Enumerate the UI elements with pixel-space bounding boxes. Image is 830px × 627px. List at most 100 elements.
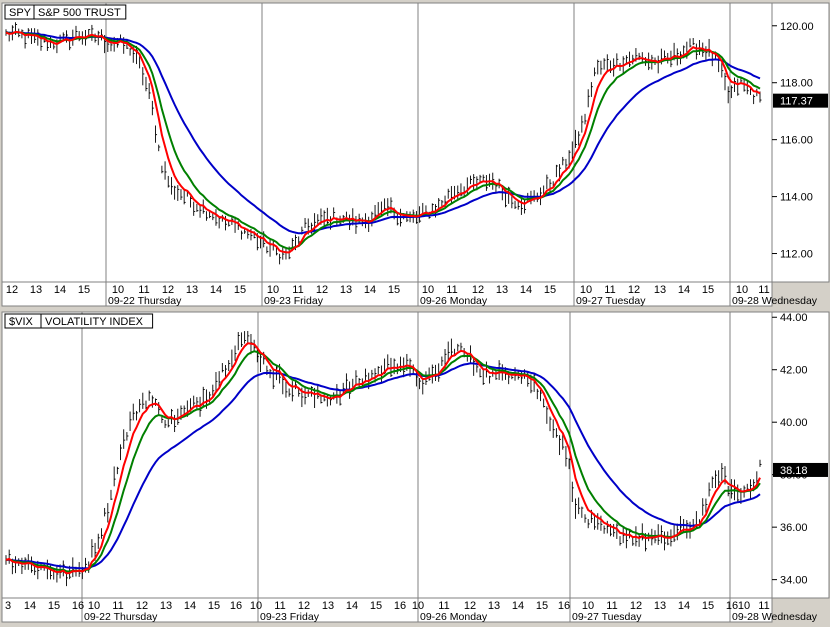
x-tick-label: 16	[72, 600, 84, 612]
mid-ma-line	[5, 350, 761, 573]
x-tick-label: 16	[558, 600, 570, 612]
x-tick-label: 10	[250, 600, 262, 612]
x-tick-label: 16	[726, 600, 738, 612]
last-value-box	[773, 93, 828, 108]
x-tick-label: 15	[208, 600, 220, 612]
x-tick-label: 10	[736, 284, 748, 296]
x-tick-label: 10	[582, 600, 594, 612]
y-tick-label: 44.00	[780, 312, 808, 324]
x-tick-label: 10	[412, 600, 424, 612]
y-tick-label: 36.00	[780, 522, 808, 534]
x-tick-label: 10	[422, 284, 434, 296]
price-axis	[771, 2, 830, 283]
x-tick-label: 10	[738, 600, 750, 612]
symbol-title-box: SPY S&P 500 TRUST	[4, 4, 127, 20]
symbol-title-box: $VIX VOLATILITY INDEX	[4, 313, 154, 329]
last-value-label: 38.18	[780, 465, 808, 477]
x-tick-label: 11	[112, 600, 123, 612]
fast-ma-line	[5, 342, 761, 575]
name-label: VOLATILITY INDEX	[45, 316, 144, 328]
x-tick-label: 13	[30, 284, 42, 296]
slow-ma-line	[5, 362, 761, 570]
price-axis	[771, 311, 830, 599]
x-tick-label: 13	[496, 284, 508, 296]
x-tick-label: 15	[48, 600, 60, 612]
y-tick-label: 118.00	[780, 78, 813, 90]
x-tick-label: 12	[472, 284, 484, 296]
x-tick-label: 11	[138, 284, 149, 296]
last-value-label: 117.37	[780, 96, 813, 108]
x-tick-label: 15	[544, 284, 556, 296]
x-tick-label: 15	[234, 284, 246, 296]
x-tick-label: 16	[394, 600, 406, 612]
slow-ma-line	[5, 31, 761, 235]
x-tick-label: 12	[464, 600, 476, 612]
y-tick-label: 40.00	[780, 417, 808, 429]
y-tick-label: 116.00	[780, 135, 813, 147]
day-label: 09-28 Wednesday	[732, 611, 818, 623]
x-tick-label: 14	[512, 600, 524, 612]
day-label: 09-26 Monday	[420, 611, 488, 623]
x-tick-label: 10	[267, 284, 279, 296]
x-tick-label: 11	[446, 284, 457, 296]
y-tick-label: 34.00	[780, 575, 808, 587]
day-label: 09-27 Tuesday	[576, 295, 646, 307]
x-tick-label: 14	[54, 284, 66, 296]
symbol-label: SPY	[9, 7, 32, 19]
x-tick-label: 14	[678, 600, 690, 612]
x-tick-label: 12	[298, 600, 310, 612]
day-label: 09-27 Tuesday	[572, 611, 642, 623]
x-tick-label: 11	[606, 600, 617, 612]
x-tick-label: 15	[388, 284, 400, 296]
x-tick-label: 14	[364, 284, 376, 296]
x-tick-label: 12	[6, 284, 18, 296]
x-tick-label: 3	[5, 600, 11, 612]
y-tick-label: 120.00	[780, 21, 814, 33]
x-tick-label: 12	[316, 284, 328, 296]
time-axis	[1, 597, 773, 623]
x-tick-label: 12	[162, 284, 174, 296]
x-tick-label: 13	[654, 284, 666, 296]
x-tick-label: 10	[580, 284, 592, 296]
x-tick-label: 11	[292, 284, 303, 296]
x-tick-label: 15	[702, 600, 714, 612]
x-tick-label: 15	[536, 600, 548, 612]
day-label: 09-22 Thursday	[84, 611, 158, 623]
x-tick-label: 11	[438, 600, 449, 612]
x-tick-label: 10	[112, 284, 124, 296]
x-tick-label: 14	[520, 284, 532, 296]
x-tick-label: 14	[24, 600, 36, 612]
day-label: 09-26 Monday	[420, 295, 488, 307]
name-label: S&P 500 TRUST	[38, 7, 121, 19]
last-value-box	[773, 462, 828, 477]
x-tick-label: 15	[78, 284, 90, 296]
fast-ma-line	[5, 30, 761, 254]
x-tick-label: 11	[604, 284, 615, 296]
x-tick-label: 12	[628, 284, 640, 296]
x-tick-label: 11	[758, 284, 769, 296]
x-tick-label: 14	[678, 284, 690, 296]
x-tick-label: 13	[340, 284, 352, 296]
name-box	[33, 4, 127, 20]
x-tick-label: 16	[230, 600, 242, 612]
y-tick-label: 112.00	[780, 249, 813, 261]
x-tick-label: 11	[758, 600, 769, 612]
x-tick-label: 14	[210, 284, 222, 296]
day-label: 09-23 Friday	[264, 295, 324, 307]
y-tick-label: 42.00	[780, 365, 808, 377]
time-axis	[1, 281, 773, 307]
x-tick-label: 13	[186, 284, 198, 296]
x-tick-label: 12	[630, 600, 642, 612]
x-tick-label: 13	[322, 600, 334, 612]
day-label: 09-28 Wednesday	[732, 295, 818, 307]
x-tick-label: 10	[88, 600, 100, 612]
x-tick-label: 15	[370, 600, 382, 612]
x-tick-label: 15	[702, 284, 714, 296]
symbol-label: $VIX	[9, 316, 34, 328]
y-tick-label: 114.00	[780, 192, 813, 204]
day-label: 09-22 Thursday	[108, 295, 182, 307]
x-tick-label: 14	[346, 600, 358, 612]
name-box	[40, 313, 154, 329]
plot-area	[1, 311, 773, 599]
